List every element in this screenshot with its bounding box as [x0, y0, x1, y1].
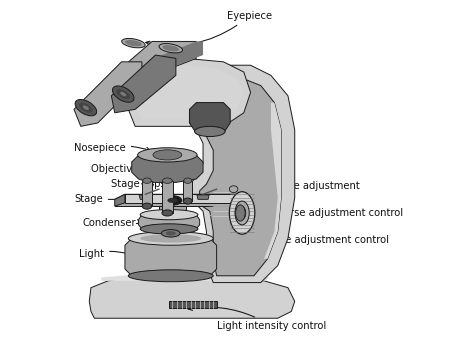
Text: Stage clips: Stage clips: [111, 179, 166, 189]
Ellipse shape: [140, 234, 201, 243]
Polygon shape: [138, 214, 200, 229]
Ellipse shape: [229, 186, 238, 193]
Ellipse shape: [159, 44, 182, 53]
Text: Stage: Stage: [74, 194, 124, 204]
Text: Condenser: Condenser: [82, 218, 142, 228]
Polygon shape: [98, 42, 196, 109]
Polygon shape: [115, 199, 230, 206]
Ellipse shape: [163, 45, 179, 51]
Polygon shape: [190, 103, 230, 133]
Ellipse shape: [194, 127, 225, 136]
Ellipse shape: [112, 86, 134, 102]
Ellipse shape: [163, 178, 172, 183]
Ellipse shape: [166, 231, 176, 236]
Polygon shape: [115, 194, 125, 206]
Polygon shape: [115, 194, 240, 199]
Ellipse shape: [163, 196, 182, 205]
Ellipse shape: [235, 201, 249, 225]
Text: Light intensity control: Light intensity control: [188, 306, 326, 331]
Ellipse shape: [140, 210, 198, 220]
Text: Coarse adjustment control: Coarse adjustment control: [243, 208, 403, 218]
Ellipse shape: [122, 39, 145, 48]
Polygon shape: [74, 62, 142, 127]
Ellipse shape: [83, 105, 89, 110]
Bar: [169, 300, 217, 308]
Polygon shape: [139, 195, 151, 199]
Polygon shape: [111, 55, 176, 113]
Text: Stage adjustment: Stage adjustment: [241, 181, 360, 191]
Ellipse shape: [183, 198, 192, 204]
Text: Eyepiece: Eyepiece: [146, 11, 272, 45]
Polygon shape: [197, 195, 209, 199]
Ellipse shape: [236, 205, 245, 221]
Ellipse shape: [162, 229, 180, 237]
Polygon shape: [264, 103, 281, 259]
Bar: [142, 181, 152, 206]
Ellipse shape: [125, 40, 142, 46]
Ellipse shape: [128, 270, 213, 282]
Bar: [162, 181, 173, 213]
Polygon shape: [128, 58, 251, 127]
Polygon shape: [159, 206, 186, 214]
Ellipse shape: [184, 178, 191, 183]
Text: Objective lenses: Objective lenses: [91, 164, 173, 174]
Text: Light: Light: [79, 249, 130, 259]
Ellipse shape: [116, 89, 130, 99]
Ellipse shape: [75, 100, 97, 116]
Polygon shape: [89, 278, 295, 318]
Ellipse shape: [140, 224, 198, 234]
Ellipse shape: [79, 103, 93, 113]
Text: Fine adjustment control: Fine adjustment control: [243, 232, 389, 245]
Bar: [183, 181, 192, 201]
Polygon shape: [125, 194, 240, 203]
Polygon shape: [135, 65, 244, 120]
Text: Nosepiece: Nosepiece: [74, 144, 150, 153]
Ellipse shape: [142, 203, 152, 209]
Ellipse shape: [143, 178, 151, 183]
Polygon shape: [190, 65, 295, 283]
Polygon shape: [125, 42, 203, 92]
Ellipse shape: [120, 92, 126, 97]
Ellipse shape: [167, 198, 178, 203]
Ellipse shape: [229, 192, 255, 234]
Ellipse shape: [128, 232, 213, 245]
Ellipse shape: [162, 210, 173, 216]
Polygon shape: [125, 238, 217, 276]
Ellipse shape: [153, 150, 182, 160]
Polygon shape: [200, 79, 281, 276]
Ellipse shape: [137, 148, 197, 162]
Ellipse shape: [238, 207, 246, 219]
Polygon shape: [132, 155, 203, 182]
Polygon shape: [101, 275, 271, 281]
